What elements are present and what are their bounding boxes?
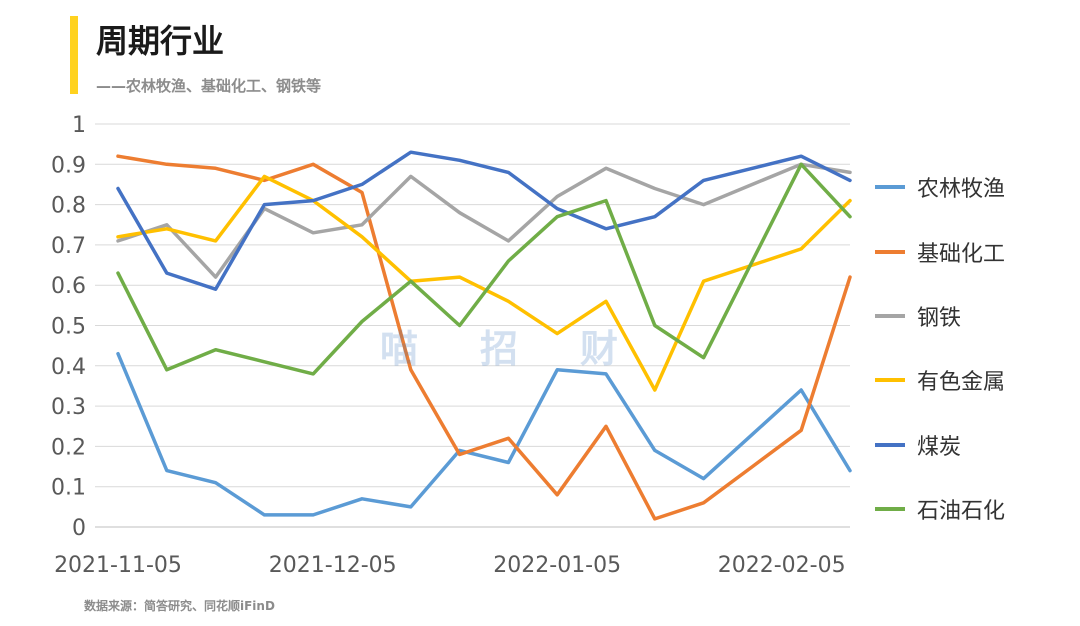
- x-tick-label: 2022-01-05: [493, 553, 621, 578]
- x-axis-ticks: 2021-11-05 2021-12-05 2022-01-05 2022-02-05: [54, 553, 846, 578]
- legend-swatch: [875, 442, 905, 447]
- legend-item: 有色金属: [875, 348, 1005, 412]
- chart-legend: 农林牧渔基础化工钢铁有色金属煤炭石油石化: [875, 155, 1005, 541]
- legend-label: 钢铁: [917, 305, 962, 331]
- y-tick-label: 0.9: [51, 153, 86, 178]
- y-tick-label: 0.2: [51, 435, 86, 460]
- series-line-5: [116, 162, 852, 376]
- y-tick-label: 0: [72, 516, 86, 541]
- series-line-3: [116, 174, 852, 392]
- y-tick-label: 1: [72, 113, 86, 138]
- legend-item: 石油石化: [875, 477, 1005, 541]
- data-source-note: 数据来源：简答研究、同花顺iFinD: [84, 599, 275, 613]
- legend-swatch: [875, 249, 905, 254]
- series-line-4: [116, 150, 852, 291]
- legend-item: 煤炭: [875, 413, 1005, 477]
- grid-layer: [95, 123, 850, 528]
- x-tick-label: 2021-11-05: [54, 553, 182, 578]
- series-layer: [116, 150, 852, 521]
- legend-item: 农林牧渔: [875, 155, 1005, 219]
- y-tick-label: 0.8: [51, 194, 86, 219]
- y-tick-label: 0.1: [51, 476, 86, 501]
- legend-item: 基础化工: [875, 219, 1005, 283]
- series-line-0: [116, 351, 852, 517]
- legend-item: 钢铁: [875, 284, 1005, 348]
- y-tick-label: 0.5: [51, 315, 86, 340]
- legend-label: 石油石化: [917, 499, 1006, 525]
- title-accent-bar: [70, 16, 78, 94]
- legend-swatch: [875, 507, 905, 512]
- y-tick-label: 0.6: [51, 274, 86, 299]
- legend-label: 有色金属: [917, 370, 1006, 396]
- page-subtitle: ——农林牧渔、基础化工、钢铁等: [96, 77, 322, 95]
- x-tick-label: 2022-02-05: [718, 553, 846, 578]
- x-tick-label: 2021-12-05: [269, 553, 397, 578]
- legend-label: 煤炭: [917, 434, 962, 460]
- legend-label: 基础化工: [917, 241, 1006, 267]
- watermark: 喵招财: [380, 327, 681, 371]
- page-title: 周期行业: [96, 22, 225, 60]
- legend-label: 农林牧渔: [917, 177, 1006, 203]
- y-axis-ticks: 0 0.1 0.2 0.3 0.4 0.5 0.6 0.7 0.8 0.9 1: [51, 113, 86, 541]
- y-tick-label: 0.3: [51, 395, 86, 420]
- legend-swatch: [875, 378, 905, 383]
- legend-swatch: [875, 313, 905, 318]
- series-line-2: [116, 162, 852, 279]
- series-line-1: [116, 154, 852, 521]
- y-tick-label: 0.4: [51, 355, 86, 380]
- y-tick-label: 0.7: [51, 234, 86, 259]
- legend-swatch: [875, 185, 905, 190]
